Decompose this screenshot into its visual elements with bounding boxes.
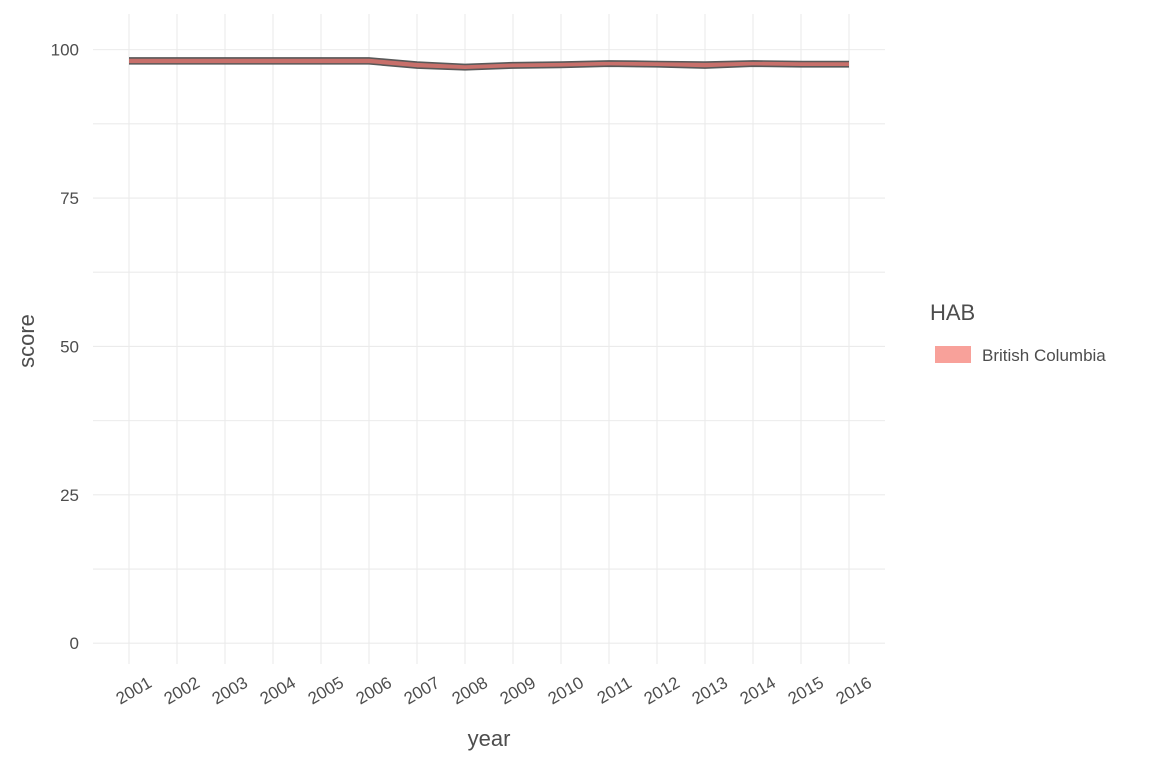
y-tick-label: 100 — [51, 41, 79, 60]
x-axis-title: year — [468, 726, 511, 751]
x-tick-label: 2016 — [833, 673, 875, 708]
x-tick-label: 2004 — [257, 673, 299, 708]
x-tick-label: 2014 — [737, 673, 779, 708]
grid — [93, 14, 885, 664]
x-axis-ticks: 2001 2002 2003 2004 2005 2006 2007 2008 2009 2010… — [113, 673, 875, 708]
x-tick-label: 2010 — [545, 673, 587, 708]
y-tick-label: 50 — [60, 337, 79, 356]
legend-title: HAB — [930, 300, 975, 325]
x-tick-label: 2012 — [641, 673, 683, 708]
area-upper-line — [129, 57, 849, 66]
x-tick-label: 2002 — [161, 673, 203, 708]
y-tick-label: 0 — [70, 634, 79, 653]
y-tick-label: 75 — [60, 189, 79, 208]
y-axis-ticks: 0 25 50 75 100 — [51, 41, 79, 654]
x-tick-label: 2008 — [449, 673, 491, 708]
x-tick-label: 2005 — [305, 673, 347, 708]
y-axis-title: score — [14, 314, 39, 368]
x-tick-label: 2001 — [113, 673, 155, 708]
x-tick-label: 2003 — [209, 673, 251, 708]
x-tick-label: 2011 — [594, 673, 635, 708]
x-tick-label: 2009 — [497, 673, 539, 708]
x-tick-label: 2015 — [785, 673, 827, 708]
y-tick-label: 25 — [60, 486, 79, 505]
area-lower-line — [129, 63, 849, 71]
x-tick-label: 2006 — [353, 673, 395, 708]
area-series — [129, 57, 849, 71]
legend: HAB British Columbia — [930, 300, 1106, 365]
x-tick-label: 2007 — [401, 673, 443, 708]
x-tick-label: 2013 — [689, 673, 731, 708]
legend-key-british-columbia — [935, 346, 971, 363]
legend-label-british-columbia: British Columbia — [982, 346, 1106, 365]
